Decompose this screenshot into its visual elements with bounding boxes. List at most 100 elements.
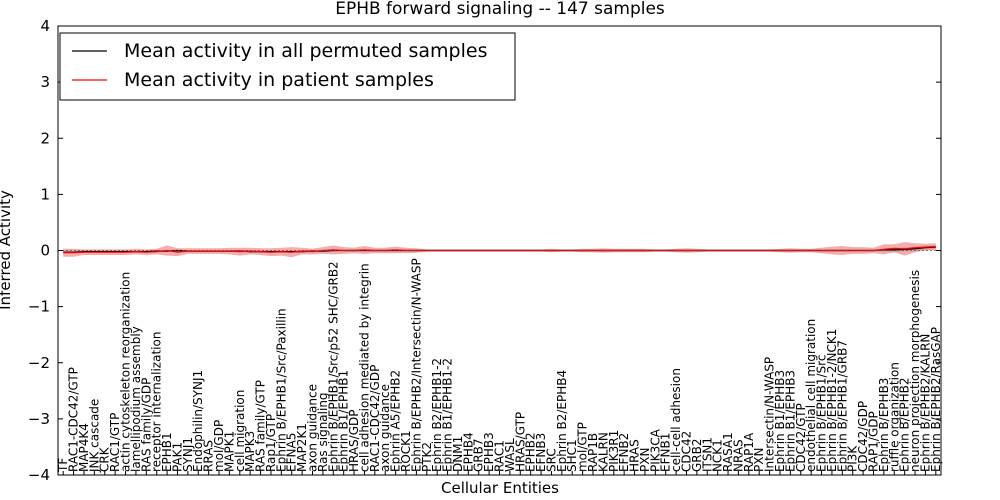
x-tick-label: RAS family/GDP (139, 378, 153, 472)
x-tick-label: MAPK1 (222, 431, 236, 472)
x-tick-label: PIK3R1 (607, 430, 621, 472)
x-tick-label: PI3K (846, 445, 860, 472)
x-tick-label: RAP1/GDP (867, 411, 881, 472)
x-tick-label: PAK1 (171, 442, 185, 472)
x-tick-label: JNK cascade (87, 399, 101, 473)
band-series-1 (63, 242, 936, 258)
y-axis-label: Inferred Activity (0, 190, 14, 310)
x-tick-label: RAS family/GTP (254, 380, 268, 472)
x-tick-label: endothelial cell migration (804, 319, 818, 472)
x-tick-label: EFNA5 (285, 433, 299, 472)
legend: Mean activity in all permuted samples Me… (59, 32, 516, 101)
x-tick-label: Ephrin B1/EPHB3 (773, 370, 787, 472)
y-tick-label: 4 (40, 17, 50, 35)
x-tick-label: SHC1 (565, 439, 579, 472)
x-tick-label: actin cytoskeleton reorganization (119, 272, 133, 472)
x-tick-label: Ephrin B/EPHB1-2/NCK1 (825, 329, 839, 472)
x-tick-label: RAC1 (493, 440, 507, 472)
x-tick-label: RAC1-CDC42/GTP (67, 367, 81, 472)
chart-title: EPHB forward signaling -- 147 samples (335, 0, 665, 19)
x-tick-label: WASL (503, 438, 517, 472)
x-tick-label: NCK1 (711, 439, 725, 472)
legend-label-patient: Mean activity in patient samples (124, 69, 434, 91)
x-tick-label: Ephrin B2/EPHB4 (555, 370, 569, 472)
x-tick-label: axon guidance (306, 384, 320, 472)
x-tick-label: RASA1 (721, 432, 735, 472)
x-tick-label: PXN (752, 448, 766, 472)
x-tick-label: PTK2 (420, 442, 434, 472)
x-tick-label: receptor internalization (150, 332, 164, 472)
x-tick-label: DNM1 (451, 436, 465, 472)
x-axis-label: Cellular Entities (441, 479, 559, 497)
x-tick-label: HRAS (628, 439, 642, 472)
x-tick-label: CDC42 (680, 431, 694, 472)
x-tick-label: Endophilin/SYNJ1 (191, 370, 205, 472)
x-tick-label: MAPK3 (243, 431, 257, 472)
x-tick-label: Ephrin B/EPHB2/Intersectin/N-WASP (409, 258, 423, 472)
x-tick-label: Ras signaling (316, 392, 330, 472)
y-tick-label: 0 (40, 242, 50, 260)
x-tick-label: EFNB3 (534, 433, 548, 472)
x-tick-label: RAP1A (742, 432, 756, 472)
x-tick-label: Intersectin/N-WASP (763, 357, 777, 472)
y-tick-label: −1 (28, 298, 50, 316)
x-tick-label: CDC42/GDP (856, 401, 870, 472)
x-tick-label: Rap1/GTP (264, 414, 278, 472)
x-tick-label: cell adhesion mediated by integrin (358, 263, 372, 472)
x-tick-label: cell migration (233, 390, 247, 472)
x-tick-label: TF (56, 458, 70, 473)
confidence-bands (63, 242, 936, 258)
y-tick-label: −2 (28, 354, 50, 372)
y-tick-label: 1 (40, 185, 50, 203)
x-tick-label: Ephrin B/EPHB1/Src/p52 SHC/GRB2 (326, 261, 340, 472)
x-tick-label: MAP2K1 (295, 423, 309, 472)
x-tick-label: Ephrin B/EPHB2 (898, 377, 912, 471)
x-tick-label: PIK3CA (648, 428, 662, 472)
x-tick-label: KALRN (596, 432, 610, 472)
y-tick-label: −3 (28, 410, 50, 428)
x-tick-label: cell-cell adhesion (669, 368, 683, 472)
x-tick-label: CDC42/GTP (794, 403, 808, 472)
x-tick-label: EPHB1 (160, 432, 174, 472)
y-tick-label: 3 (40, 73, 50, 91)
x-tick-label: Ephrin B/EPHB1/Src/Paxillin (274, 308, 288, 472)
x-tick-label: Ephrin B2/EPHB1-2 (430, 358, 444, 472)
x-tick-label: PXN (638, 448, 652, 472)
x-tick-label: Ephrin B/EPHB3 (877, 378, 891, 472)
y-tick-label: −4 (28, 466, 50, 484)
x-tick-label: Ephrin B1/EPHB1 (337, 370, 351, 472)
x-tick-label: SYNJ1 (181, 437, 195, 472)
x-tick-label: EFNB2 (617, 433, 631, 472)
x-tick-label: HRAS/GDP (347, 410, 361, 473)
legend-frame (59, 32, 516, 101)
x-tick-label: HRAS/GTP (513, 412, 527, 472)
x-tick-label: axon guidance (378, 384, 392, 472)
x-tick-label: RRAS (202, 440, 216, 472)
y-axis: −4 −3 −2 −1 0 1 2 3 4 (28, 17, 941, 484)
x-tick-label: Ephrin B/EPHB2/KALRN (918, 334, 932, 472)
x-tick-label: EPHB3 (482, 432, 496, 472)
x-tick-label: mol/GTP (576, 422, 590, 472)
x-tick-label: Ephrin B/EPHB1/GRB7 (835, 340, 849, 472)
x-tick-label: lamellipodium assembly (129, 326, 143, 472)
x-tick-label: Ephrin B/EPHB2/RasGAP (929, 327, 943, 472)
x-tick-label: CRK (98, 446, 112, 472)
x-tick-label: Ephrin B/EPHB1/Src (815, 355, 829, 472)
x-tick-label: RAP1B (586, 433, 600, 472)
x-tick-label: GRB7 (472, 438, 486, 472)
x-tick-label: ITSN1 (700, 437, 714, 472)
x-tick-label: GRB2 (690, 439, 704, 473)
x-tick-label: NRAS (731, 439, 745, 472)
x-tick-label: mol/GDP (212, 420, 226, 472)
x-tick-label: EPHB2 (524, 432, 538, 472)
x-tick-label: ruffle organization (887, 362, 901, 472)
x-tick-label: neuron projection morphogenesis (908, 270, 922, 472)
legend-label-permuted: Mean activity in all permuted samples (124, 40, 487, 62)
x-tick-label: Ephrin B1/EPHB1-2 (441, 358, 455, 472)
x-tick-label: SRC (544, 448, 558, 472)
x-tick-label: RAC1/GTP (108, 413, 122, 472)
x-tick-label: EPHB4 (461, 432, 475, 472)
x-tick-label: ROCK1 (399, 430, 413, 472)
